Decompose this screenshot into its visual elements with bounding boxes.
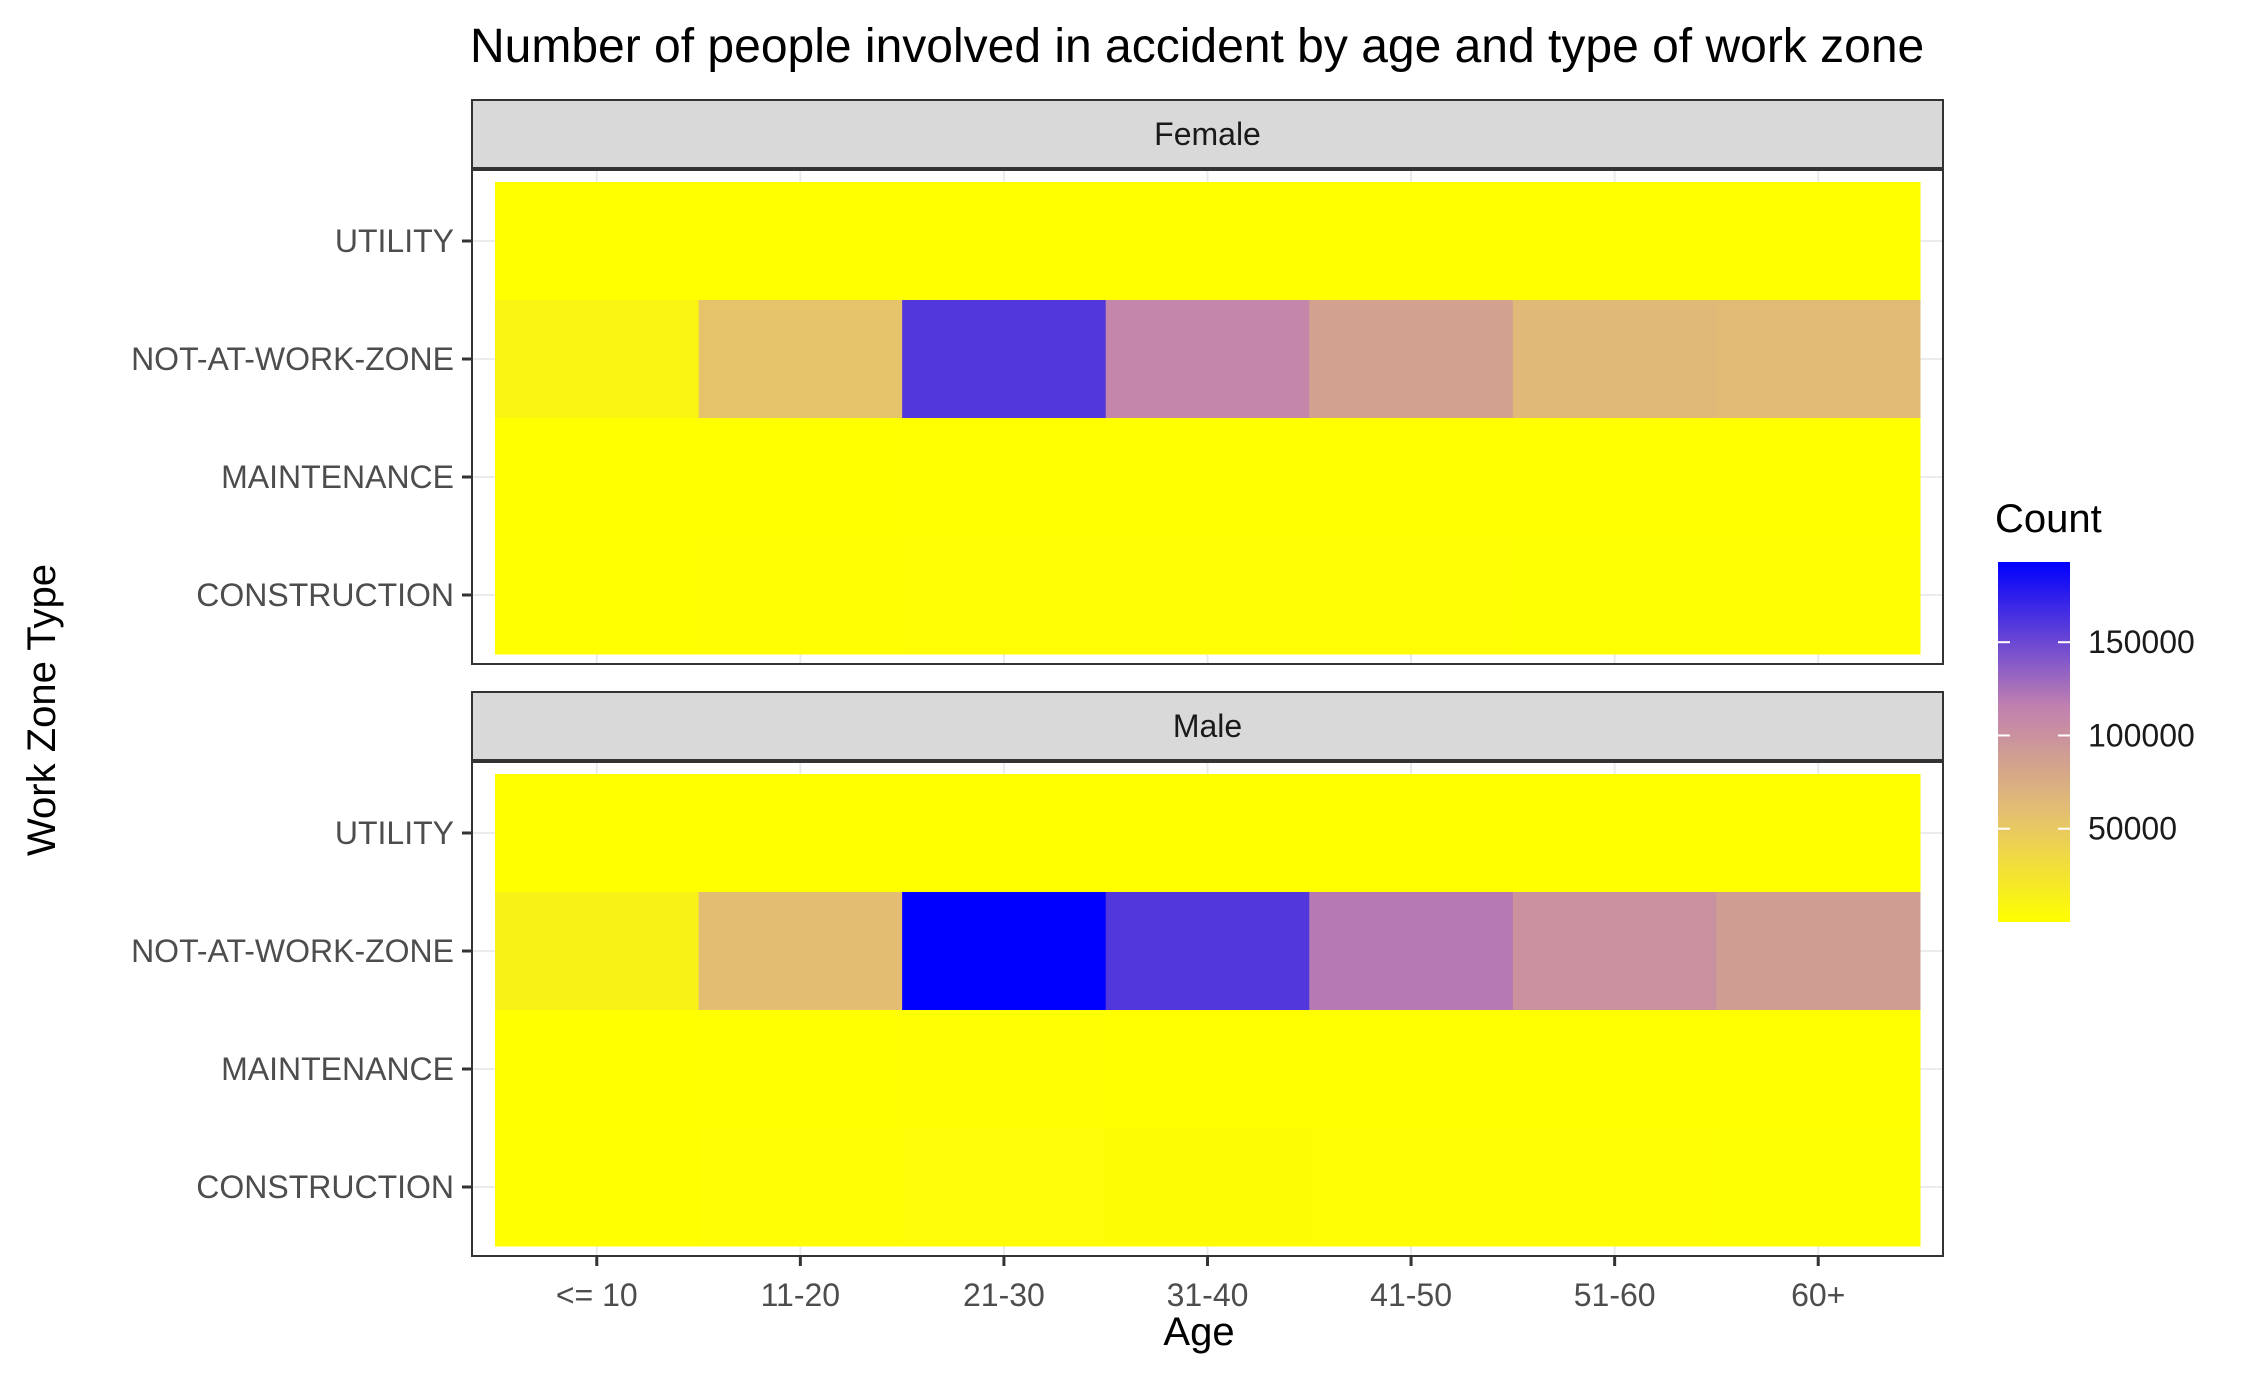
heatmap-cell — [1716, 892, 1921, 1011]
heatmap-cell — [1512, 774, 1717, 893]
x-axis: <= 10 11-20 21-30 31-40 41-50 51-60 60+ — [556, 1256, 1845, 1313]
heatmap-cell — [1512, 892, 1717, 1011]
facet-female: Female UTILITY NOT-AT-WORK-ZONE MAINTENANCE… — [131, 99, 1944, 665]
heatmap-cell — [1309, 892, 1514, 1011]
heatmap-cell — [902, 300, 1107, 419]
heatmap-cell — [1309, 300, 1514, 419]
heatmap-cell — [1105, 536, 1310, 655]
y-tick-label: MAINTENANCE — [221, 1051, 454, 1087]
y-tick-label: NOT-AT-WORK-ZONE — [131, 933, 454, 969]
y-tick-label: CONSTRUCTION — [196, 1169, 454, 1205]
heatmap-cell — [1512, 1128, 1717, 1247]
heatmap-cell — [698, 300, 903, 419]
heatmap-cell — [1512, 300, 1717, 419]
legend-tick-label: 150000 — [2088, 624, 2195, 660]
heatmap-cell — [902, 1128, 1107, 1247]
x-tick-label: 11-20 — [761, 1277, 840, 1313]
heatmap-cell — [1716, 1010, 1921, 1129]
x-tick-label: 31-40 — [1167, 1277, 1249, 1313]
y-tick-label: CONSTRUCTION — [196, 577, 454, 613]
heatmap-cell — [495, 774, 700, 893]
heatmap-cell — [698, 536, 903, 655]
heatmap-cell — [1716, 1128, 1921, 1247]
facet-male: Male UTILITY NOT-AT-WORK-ZONE MAINTENANCE CO… — [131, 691, 1944, 1257]
heatmap-cell — [902, 774, 1107, 893]
heatmap-cell — [902, 1010, 1107, 1129]
x-tick-label: 21-30 — [963, 1277, 1045, 1313]
heatmap-cell — [1716, 774, 1921, 893]
heatmap-cell — [495, 892, 700, 1011]
x-tick-label: 51-60 — [1574, 1277, 1656, 1313]
facet-panels: Female UTILITY NOT-AT-WORK-ZONE MAINTENANCE… — [131, 99, 1944, 1257]
heatmap-cell — [495, 1010, 700, 1129]
heatmap-cell — [1309, 1010, 1514, 1129]
x-axis-title: Age — [1163, 1310, 1234, 1354]
legend-tick-label: 100000 — [2088, 717, 2195, 753]
heatmap-cell — [495, 182, 700, 301]
heatmap-cell — [1716, 418, 1921, 537]
facet-strip — [471, 691, 1944, 761]
x-tick-label: <= 10 — [556, 1277, 638, 1313]
heatmap-cell — [1105, 300, 1310, 419]
y-axis-title: Work Zone Type — [20, 564, 64, 856]
facet-strip-label: Male — [1173, 708, 1242, 744]
heatmap-cell — [698, 774, 903, 893]
heatmap-cell — [1105, 1128, 1310, 1247]
heatmap-cell — [1309, 1128, 1514, 1247]
heatmap-cell — [1716, 536, 1921, 655]
heatmap-cell — [1105, 892, 1310, 1011]
heatmap-cell — [698, 418, 903, 537]
chart-title: Number of people involved in accident by… — [470, 20, 1924, 73]
heatmap-cell — [698, 1128, 903, 1247]
heatmap-cell — [495, 418, 700, 537]
x-tick-label: 60+ — [1791, 1277, 1845, 1313]
heatmap-cell — [1309, 182, 1514, 301]
heatmap-cell — [1309, 774, 1514, 893]
heatmap-cell — [1309, 536, 1514, 655]
x-tick-label: 41-50 — [1370, 1277, 1452, 1313]
heatmap-cell — [902, 182, 1107, 301]
legend-tick-label: 50000 — [2088, 811, 2177, 847]
heatmap-cell — [1512, 1010, 1717, 1129]
facet-strip — [471, 99, 1944, 169]
heatmap-cell — [1512, 536, 1717, 655]
heatmap-cell — [1512, 418, 1717, 537]
heatmap-cell — [495, 1128, 700, 1247]
heatmap-cell — [698, 892, 903, 1011]
heatmap-cell — [902, 536, 1107, 655]
facet-strip-label: Female — [1154, 116, 1261, 152]
heatmap-cell — [1105, 418, 1310, 537]
heatmap-cell — [495, 300, 700, 419]
heatmap-cell — [1512, 182, 1717, 301]
y-tick-label: UTILITY — [335, 815, 454, 851]
heatmap-cell — [1105, 774, 1310, 893]
heatmap-cell — [698, 182, 903, 301]
panel-border — [471, 169, 1944, 665]
y-tick-label: UTILITY — [335, 223, 454, 259]
y-tick-label: MAINTENANCE — [221, 459, 454, 495]
heatmap-cell — [495, 536, 700, 655]
legend-colorbar — [1998, 562, 2070, 922]
legend-ticks: 50000 100000 150000 — [1998, 624, 2195, 847]
heatmap-cell — [1716, 300, 1921, 419]
heatmap-cell — [902, 418, 1107, 537]
heatmap-cell — [698, 1010, 903, 1129]
heatmap-cell — [1105, 182, 1310, 301]
legend-title: Count — [1995, 497, 2102, 541]
heatmap-cell — [1716, 182, 1921, 301]
heatmap-cell — [1309, 418, 1514, 537]
heatmap-cell — [902, 892, 1107, 1011]
heatmap-cell — [1105, 1010, 1310, 1129]
y-tick-label: NOT-AT-WORK-ZONE — [131, 341, 454, 377]
